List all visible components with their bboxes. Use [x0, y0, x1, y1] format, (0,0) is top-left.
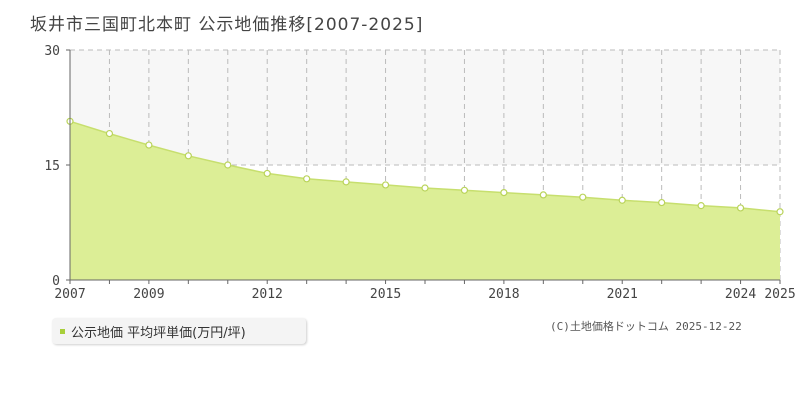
data-point: [736, 204, 745, 212]
data-point: [618, 196, 626, 204]
data-point: [500, 189, 508, 197]
data-point: [658, 198, 666, 207]
data-point: [184, 152, 192, 160]
data-point: [263, 169, 271, 178]
data-point: [697, 202, 705, 210]
price-area-chart: 0 15 30 2007 2009 2012 2015 2018 2021 2024 2025: [44, 44, 796, 302]
legend: 公示地価 平均坪単価(万円/坪): [52, 318, 306, 344]
x-tick-labels: 2007 2009 2012 2015 2018 2021 2024 2025: [54, 280, 796, 302]
y-tick-label: 15: [44, 159, 60, 174]
data-point: [579, 193, 587, 201]
x-tick-label: 2018: [488, 287, 519, 302]
data-point: [460, 186, 469, 194]
copyright-text: (C)土地価格ドットコム 2025-12-22: [550, 320, 742, 333]
x-tick-label: 2024: [725, 287, 756, 302]
x-tick-label: 2015: [370, 287, 401, 302]
x-tick-label: 2007: [54, 287, 85, 302]
y-tick-labels: 0 15 30: [44, 44, 70, 289]
data-point: [342, 178, 350, 186]
legend-label: 公示地価 平均坪単価(万円/坪): [71, 325, 246, 341]
data-point: [145, 141, 153, 149]
chart-title: 坂井市三国町北本町 公示地価推移[2007-2025]: [30, 15, 424, 35]
data-point: [224, 161, 232, 169]
x-tick-label: 2025: [764, 287, 795, 302]
x-tick-label: 2009: [133, 287, 164, 302]
data-point: [421, 184, 429, 192]
x-tick-label: 2021: [607, 287, 638, 302]
data-point: [105, 129, 114, 138]
y-tick-label: 30: [44, 44, 60, 59]
data-point: [381, 181, 390, 189]
legend-marker-icon: [60, 328, 65, 334]
y-tick-label: 0: [52, 274, 60, 289]
data-point: [539, 191, 547, 199]
data-point: [303, 175, 311, 183]
data-point: [776, 208, 784, 216]
x-tick-label: 2012: [252, 287, 283, 302]
area-fill: [70, 121, 780, 280]
